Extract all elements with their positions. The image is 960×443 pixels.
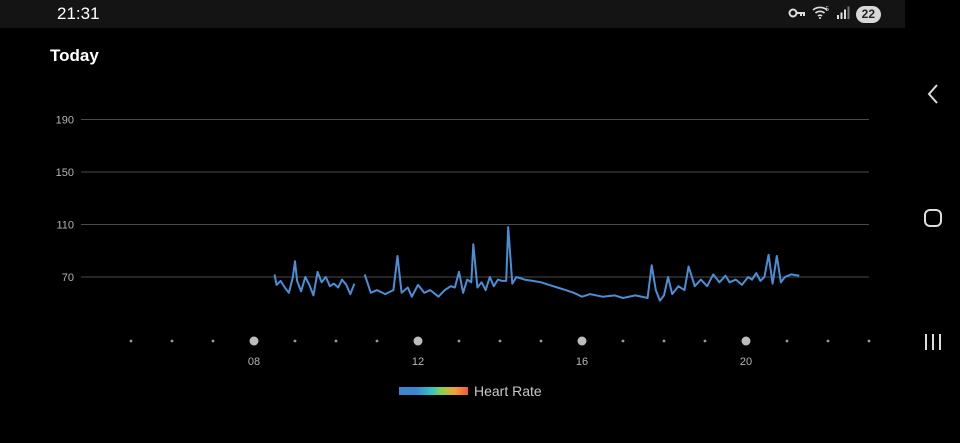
y-tick-label: 110	[56, 220, 74, 232]
heart-rate-line	[363, 226, 800, 302]
x-tick-minor-dot	[457, 339, 461, 343]
x-tick-minor-dot	[129, 339, 133, 343]
status-icons: 5 22	[788, 5, 881, 24]
x-tick-minor-dot	[498, 339, 502, 343]
status-time: 21:31	[57, 4, 100, 23]
x-tick-minor-dot	[170, 339, 174, 343]
wifi-icon: 5	[812, 5, 830, 24]
y-tick-label: 150	[56, 167, 74, 179]
navigation-bar	[905, 0, 960, 443]
x-tick-minor-dot	[867, 339, 871, 343]
status-bar: 21:31 5 22	[0, 0, 905, 28]
x-tick-minor-dot	[826, 339, 830, 343]
home-icon	[923, 208, 943, 233]
vpn-key-icon	[788, 6, 806, 24]
home-button[interactable]	[905, 200, 960, 240]
heart-rate-chart: 190150110700812162000	[56, 115, 871, 368]
x-tick-minor-dot	[662, 339, 666, 343]
x-tick-major-dot	[577, 336, 587, 346]
legend-swatch	[399, 387, 468, 395]
x-tick-minor-dot	[211, 339, 215, 343]
page-title: Today	[50, 46, 99, 65]
heart-rate-line	[273, 260, 356, 297]
x-tick-minor-dot	[334, 339, 338, 343]
x-tick-major-dot	[413, 336, 423, 346]
battery-level-badge: 22	[855, 6, 881, 23]
x-tick-minor-dot	[785, 339, 789, 343]
svg-text:5: 5	[825, 7, 829, 13]
x-tick-major-dot	[741, 336, 751, 346]
back-button[interactable]	[905, 76, 960, 116]
y-tick-label: 70	[62, 272, 74, 284]
x-tick-label: 20	[740, 356, 752, 368]
x-tick-minor-dot	[621, 339, 625, 343]
chart-legend: Heart Rate	[399, 383, 542, 399]
x-tick-minor-dot	[703, 339, 707, 343]
y-tick-label: 190	[56, 115, 74, 127]
recent-apps-icon	[923, 333, 943, 356]
recent-apps-button[interactable]	[905, 324, 960, 364]
x-tick-minor-dot	[293, 339, 297, 343]
cellular-signal-icon	[836, 6, 850, 24]
back-icon	[926, 83, 940, 110]
x-tick-label: 12	[412, 356, 424, 368]
x-tick-minor-dot	[539, 339, 543, 343]
x-tick-label: 08	[248, 356, 260, 368]
x-tick-major-dot	[249, 336, 259, 346]
x-tick-minor-dot	[375, 339, 379, 343]
legend-label: Heart Rate	[474, 383, 542, 399]
x-tick-label: 16	[576, 356, 588, 368]
